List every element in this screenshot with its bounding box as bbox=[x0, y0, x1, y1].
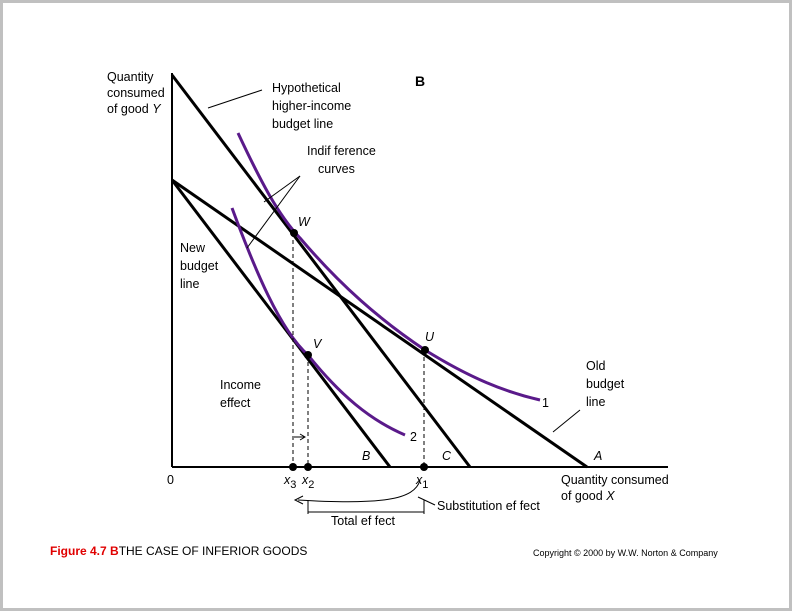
curve-1 bbox=[236, 132, 541, 402]
panel-label: B bbox=[415, 73, 425, 89]
t: New bbox=[180, 241, 206, 255]
x-tick: x2 bbox=[301, 473, 314, 491]
curve-label: 1 bbox=[542, 396, 549, 410]
budget-lines bbox=[170, 74, 588, 469]
intercept-label: B bbox=[362, 449, 370, 463]
t: line bbox=[180, 277, 200, 291]
indifference-label: Indif ference curves bbox=[307, 144, 376, 176]
t: consumed bbox=[107, 86, 165, 100]
tick-dot bbox=[304, 463, 312, 471]
t: Old bbox=[586, 359, 606, 373]
leader bbox=[263, 175, 301, 203]
hypothetical-line bbox=[170, 74, 472, 468]
old-budget-line bbox=[171, 178, 588, 469]
t: budget line bbox=[272, 117, 333, 131]
leader bbox=[417, 496, 436, 506]
point-label: V bbox=[313, 337, 323, 351]
x-tick: x3 bbox=[283, 473, 296, 491]
t: 3 bbox=[290, 479, 296, 491]
arrowhead bbox=[299, 433, 306, 441]
arrowhead bbox=[293, 495, 304, 505]
y-axis-label: Quantity consumed of good Y bbox=[107, 70, 165, 116]
t: x bbox=[301, 473, 309, 487]
t: Indif ference bbox=[307, 144, 376, 158]
caption: Figure 4.7 BTHE CASE OF INFERIOR GOODS bbox=[50, 544, 307, 558]
substitution-label: Substitution ef fect bbox=[437, 499, 540, 513]
leader bbox=[207, 89, 263, 109]
t: Hypothetical bbox=[272, 81, 341, 95]
t: THE CASE OF INFERIOR GOODS bbox=[119, 544, 308, 558]
substitution-arrow bbox=[297, 479, 421, 503]
origin: 0 bbox=[167, 473, 174, 487]
t: X bbox=[605, 489, 615, 503]
canvas bbox=[3, 3, 789, 608]
income-effect-label: Income effect bbox=[220, 378, 261, 410]
point-u bbox=[421, 346, 429, 354]
dashed-lines bbox=[292, 233, 425, 467]
intercept-label: C bbox=[442, 449, 452, 463]
leaders bbox=[207, 89, 581, 514]
t: of good bbox=[107, 102, 149, 116]
t: 2 bbox=[308, 479, 314, 491]
point-v bbox=[304, 351, 312, 359]
leader bbox=[246, 175, 301, 249]
hypothetical-label: Hypothetical higher-income budget line bbox=[272, 81, 351, 131]
point-w bbox=[290, 229, 298, 237]
tick-dot bbox=[289, 463, 297, 471]
t: x bbox=[283, 473, 291, 487]
x-tick: x1 bbox=[415, 473, 428, 491]
intercept-label: A bbox=[593, 449, 602, 463]
t: effect bbox=[220, 396, 251, 410]
t: 1 bbox=[422, 479, 428, 491]
points bbox=[289, 229, 429, 471]
leader bbox=[552, 409, 581, 433]
t: Income bbox=[220, 378, 261, 392]
point-label: U bbox=[425, 330, 435, 344]
curve-label: 2 bbox=[410, 430, 417, 444]
new-budget-label: New budget line bbox=[180, 241, 219, 291]
point-label: W bbox=[298, 215, 311, 229]
t: Y bbox=[152, 102, 162, 116]
t: budget bbox=[586, 377, 625, 391]
t: higher-income bbox=[272, 99, 351, 113]
copyright: Copyright © 2000 by W.W. Norton & Compan… bbox=[533, 548, 718, 558]
t: of good bbox=[561, 489, 603, 503]
t: line bbox=[586, 395, 606, 409]
t: curves bbox=[318, 162, 355, 176]
t: budget bbox=[180, 259, 219, 273]
total-label: Total ef fect bbox=[331, 514, 395, 528]
new-budget-line bbox=[170, 179, 392, 468]
old-budget-label: Old budget line bbox=[586, 359, 625, 409]
tick-dot bbox=[420, 463, 428, 471]
x-axis-label: Quantity consumed of good X bbox=[561, 473, 669, 503]
t: Quantity consumed bbox=[561, 473, 669, 487]
t: x bbox=[415, 473, 423, 487]
t: Quantity bbox=[107, 70, 154, 84]
t: Figure 4.7 B bbox=[50, 544, 119, 558]
